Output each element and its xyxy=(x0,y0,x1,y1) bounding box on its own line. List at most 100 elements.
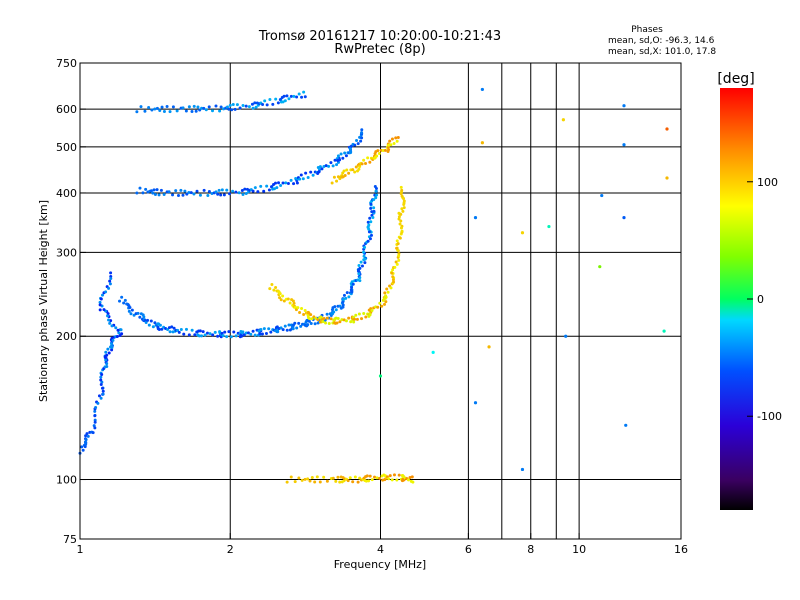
data-point xyxy=(372,209,376,213)
data-point xyxy=(284,181,288,185)
data-point xyxy=(141,191,145,195)
data-point xyxy=(394,136,398,140)
data-point xyxy=(295,181,299,185)
data-point xyxy=(520,231,525,235)
data-point xyxy=(253,333,257,337)
data-point xyxy=(251,189,255,193)
data-point xyxy=(225,188,229,192)
data-point xyxy=(91,431,95,435)
data-point xyxy=(520,467,525,472)
data-point xyxy=(335,163,339,167)
data-point xyxy=(277,181,281,185)
data-point xyxy=(372,198,376,202)
data-point xyxy=(391,278,395,282)
data-point xyxy=(120,295,124,299)
data-point xyxy=(338,304,342,308)
data-point xyxy=(293,305,297,309)
data-point xyxy=(393,265,397,269)
data-point xyxy=(327,164,331,168)
data-point xyxy=(390,478,394,482)
data-point xyxy=(167,326,171,330)
data-point xyxy=(366,156,370,160)
data-point xyxy=(84,434,88,438)
data-point xyxy=(343,151,347,155)
data-point xyxy=(350,285,354,289)
data-point xyxy=(234,334,238,338)
data-point xyxy=(333,158,337,162)
data-point xyxy=(396,242,400,246)
data-point xyxy=(329,317,333,321)
data-point xyxy=(101,392,105,396)
data-point xyxy=(339,152,343,156)
data-point xyxy=(395,478,399,482)
y-tick-label: 300 xyxy=(56,246,77,259)
data-point xyxy=(217,188,221,192)
y-tick-label: 400 xyxy=(56,187,77,200)
data-point xyxy=(338,320,342,324)
data-point xyxy=(155,188,159,192)
data-point xyxy=(262,327,266,331)
data-point xyxy=(143,109,147,113)
data-point xyxy=(366,225,370,229)
series-trace xyxy=(135,90,307,114)
data-point xyxy=(127,309,131,313)
data-point xyxy=(99,378,103,382)
data-point xyxy=(207,190,211,194)
data-point xyxy=(120,332,124,336)
data-point xyxy=(340,318,344,322)
data-point xyxy=(269,185,273,189)
data-point xyxy=(220,188,224,192)
y-tick-label: 75 xyxy=(63,533,77,546)
data-point xyxy=(109,277,113,281)
data-point xyxy=(390,271,394,275)
data-point xyxy=(281,100,285,104)
data-point xyxy=(135,191,139,195)
data-point xyxy=(373,475,377,479)
data-point xyxy=(366,239,370,243)
data-point xyxy=(309,170,313,174)
data-point xyxy=(351,282,355,286)
data-point xyxy=(341,300,345,304)
data-point xyxy=(283,99,287,103)
data-point xyxy=(665,176,669,180)
data-point xyxy=(160,327,164,331)
data-point xyxy=(387,148,391,152)
data-point xyxy=(292,94,296,98)
data-point xyxy=(350,280,354,284)
data-point xyxy=(93,418,97,422)
x-axis: 1 2 4 6 8 10 16 xyxy=(77,533,688,556)
data-point xyxy=(265,184,269,188)
data-point xyxy=(317,170,321,174)
data-point xyxy=(349,288,353,292)
series-trace xyxy=(285,473,415,484)
data-point xyxy=(368,237,372,241)
data-point xyxy=(313,322,317,326)
data-point xyxy=(214,104,218,108)
data-point xyxy=(320,167,324,171)
data-point xyxy=(104,290,108,294)
data-point xyxy=(299,173,303,177)
data-point xyxy=(349,149,353,153)
data-point xyxy=(214,190,218,194)
data-point xyxy=(322,317,326,321)
data-point xyxy=(291,327,295,331)
data-point xyxy=(285,480,289,484)
data-point xyxy=(408,475,412,479)
data-point xyxy=(360,128,364,132)
data-point xyxy=(275,186,279,190)
data-point xyxy=(622,143,626,147)
data-point xyxy=(364,161,368,165)
data-point xyxy=(211,333,215,337)
data-point xyxy=(256,190,260,194)
data-point xyxy=(303,309,307,313)
data-point xyxy=(332,310,336,314)
data-point xyxy=(321,320,325,324)
y-tick-label: 500 xyxy=(56,141,77,154)
data-point xyxy=(281,181,285,185)
data-point xyxy=(262,189,266,193)
data-point xyxy=(200,106,204,110)
data-point xyxy=(342,318,346,322)
data-point xyxy=(238,106,242,110)
data-point xyxy=(241,193,245,197)
